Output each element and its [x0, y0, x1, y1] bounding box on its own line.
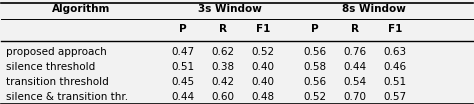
Text: 8s Window: 8s Window — [342, 4, 406, 14]
Text: R: R — [351, 24, 359, 34]
Text: P: P — [311, 24, 319, 34]
Text: 0.76: 0.76 — [343, 46, 366, 56]
Text: silence threshold: silence threshold — [6, 62, 95, 72]
Text: 0.56: 0.56 — [303, 46, 326, 56]
Text: 0.44: 0.44 — [171, 92, 194, 102]
Text: R: R — [219, 24, 227, 34]
Text: proposed approach: proposed approach — [6, 46, 107, 56]
Text: 0.52: 0.52 — [303, 92, 326, 102]
Text: 0.48: 0.48 — [251, 92, 274, 102]
Text: F1: F1 — [388, 24, 402, 34]
Text: P: P — [179, 24, 187, 34]
Text: 0.60: 0.60 — [211, 92, 234, 102]
Text: 3s Window: 3s Window — [198, 4, 262, 14]
Text: 0.54: 0.54 — [343, 77, 366, 87]
Text: 0.40: 0.40 — [251, 77, 274, 87]
Text: 0.57: 0.57 — [383, 92, 406, 102]
Text: 0.52: 0.52 — [251, 46, 274, 56]
Text: F1: F1 — [256, 24, 270, 34]
Text: 0.56: 0.56 — [303, 77, 326, 87]
Text: 0.38: 0.38 — [211, 62, 235, 72]
Text: 0.62: 0.62 — [211, 46, 235, 56]
Text: 0.70: 0.70 — [343, 92, 366, 102]
Text: 0.40: 0.40 — [251, 62, 274, 72]
Text: 0.44: 0.44 — [343, 62, 366, 72]
Text: 0.45: 0.45 — [171, 77, 194, 87]
Text: 0.46: 0.46 — [383, 62, 406, 72]
Text: 0.42: 0.42 — [211, 77, 235, 87]
Text: 0.58: 0.58 — [303, 62, 326, 72]
Text: 0.51: 0.51 — [171, 62, 194, 72]
Text: Algorithm: Algorithm — [52, 4, 111, 14]
Text: 0.51: 0.51 — [383, 77, 406, 87]
Text: 0.47: 0.47 — [171, 46, 194, 56]
Text: silence & transition thr.: silence & transition thr. — [6, 92, 128, 102]
Text: transition threshold: transition threshold — [6, 77, 109, 87]
Text: 0.63: 0.63 — [383, 46, 406, 56]
